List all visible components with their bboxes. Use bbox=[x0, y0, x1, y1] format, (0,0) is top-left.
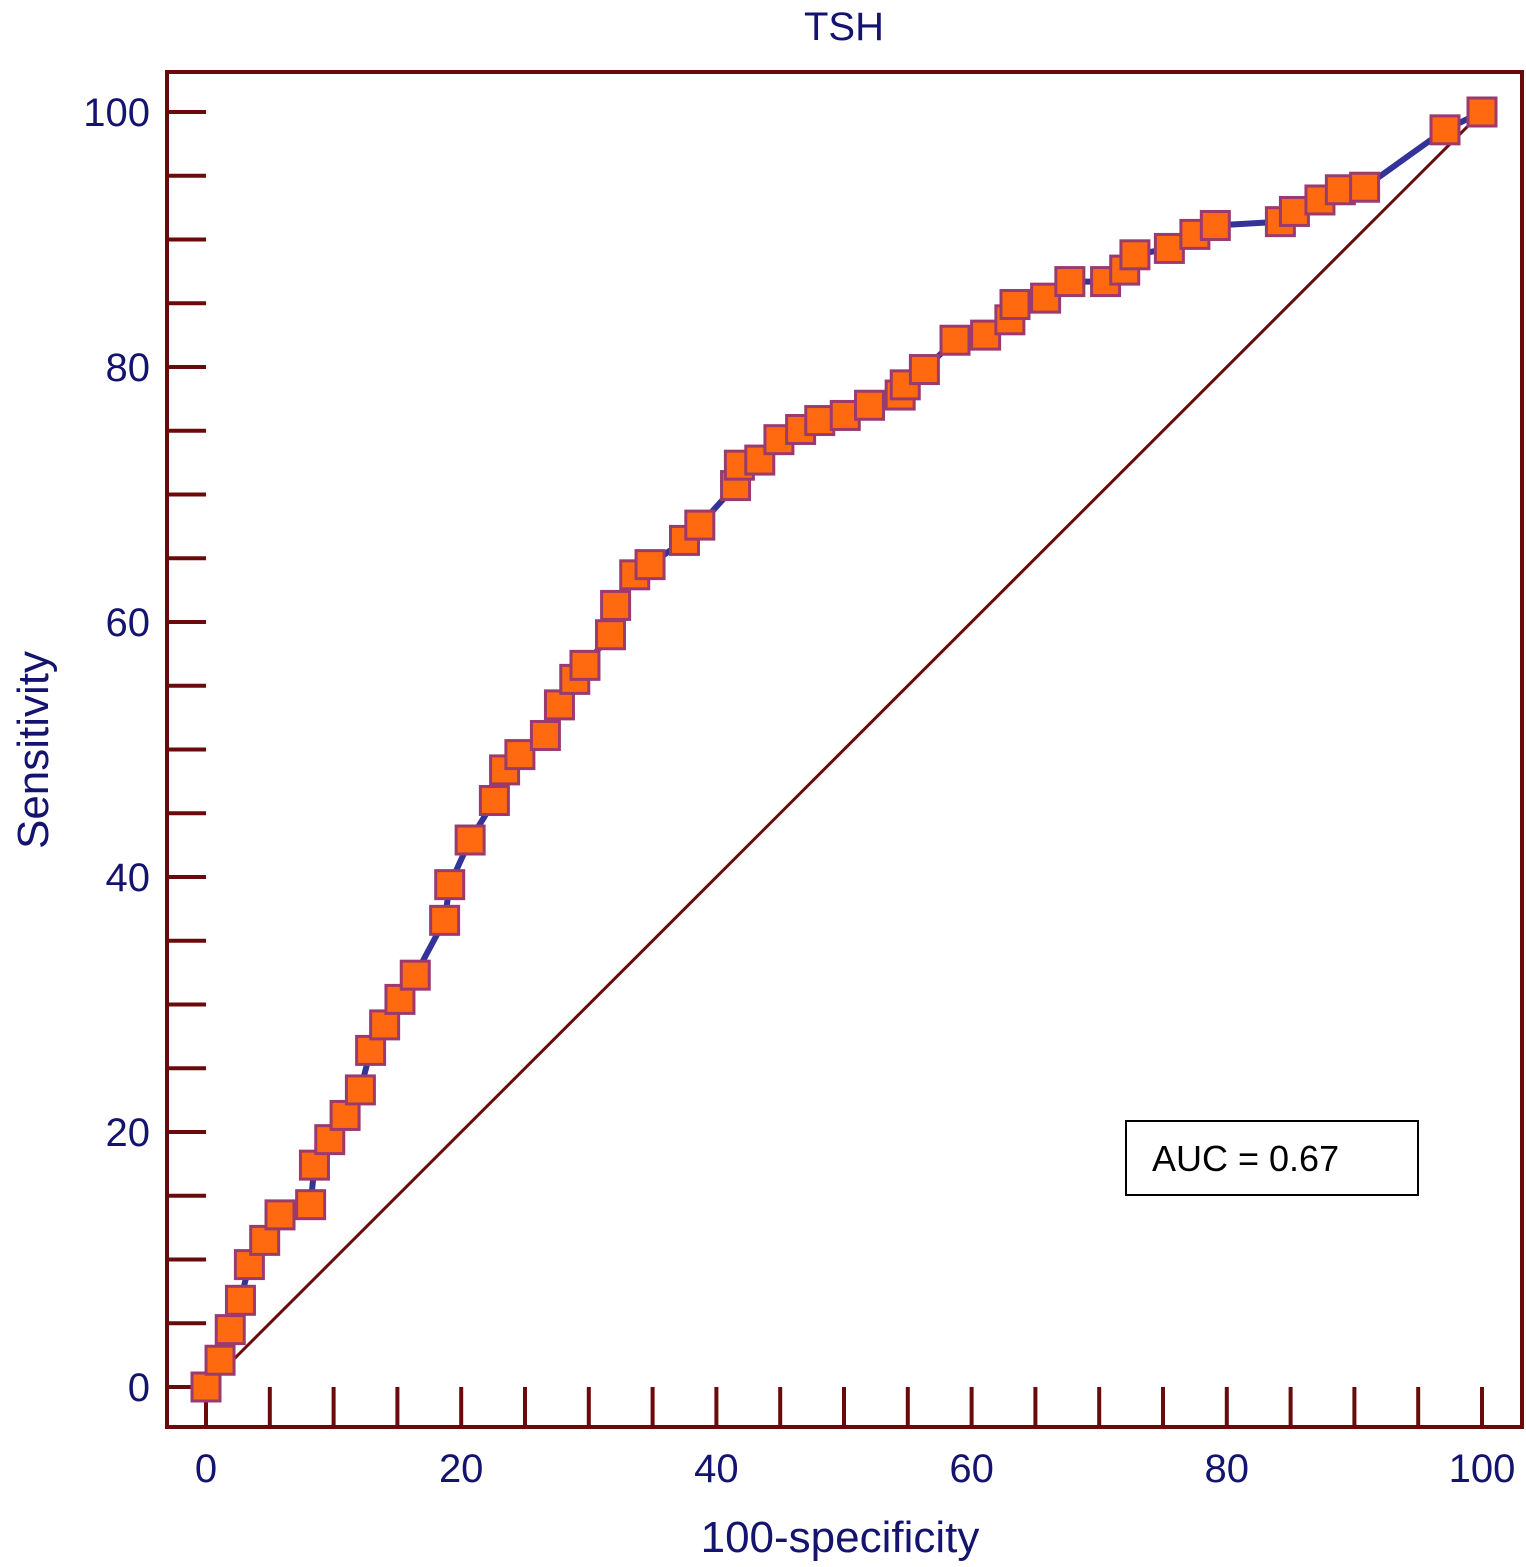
roc-point-marker bbox=[569, 649, 601, 681]
x-tick-label: 80 bbox=[1205, 1447, 1250, 1491]
roc-point-marker bbox=[594, 619, 626, 651]
auc-box bbox=[1125, 1120, 1419, 1196]
x-tick-label: 100 bbox=[1449, 1447, 1516, 1491]
roc-point-marker bbox=[543, 689, 575, 721]
roc-point-marker bbox=[600, 589, 632, 621]
roc-point-marker bbox=[829, 399, 861, 431]
roc-point-marker bbox=[249, 1224, 281, 1256]
roc-point-marker bbox=[295, 1189, 327, 1221]
chart-title: TSH bbox=[804, 5, 884, 49]
roc-point-marker bbox=[224, 1284, 256, 1316]
roc-point-marker bbox=[999, 289, 1031, 321]
roc-point-marker bbox=[939, 324, 971, 356]
x-tick-label: 0 bbox=[195, 1447, 217, 1491]
y-tick-label: 60 bbox=[106, 601, 151, 645]
y-tick-label: 40 bbox=[106, 856, 151, 900]
roc-point-marker bbox=[908, 354, 940, 386]
roc-point-marker bbox=[504, 739, 536, 771]
roc-point-marker bbox=[1278, 195, 1310, 227]
roc-point-marker bbox=[634, 549, 666, 581]
roc-point-marker bbox=[1429, 114, 1461, 146]
x-tick-label: 60 bbox=[949, 1447, 994, 1491]
roc-point-marker bbox=[369, 1009, 401, 1041]
roc-point-marker bbox=[298, 1149, 330, 1181]
x-tick-label: 40 bbox=[694, 1447, 739, 1491]
roc-point-marker bbox=[1349, 171, 1381, 203]
roc-point-marker bbox=[214, 1314, 246, 1346]
roc-point-marker bbox=[478, 785, 510, 816]
roc-point-marker bbox=[434, 869, 466, 901]
x-axis-title: 100-specificity bbox=[701, 1513, 980, 1562]
roc-point-marker bbox=[329, 1099, 361, 1131]
y-tick-label: 80 bbox=[106, 346, 151, 390]
roc-point-marker bbox=[684, 509, 716, 541]
roc-point-marker bbox=[204, 1344, 236, 1376]
roc-point-marker bbox=[854, 389, 886, 421]
roc-point-marker bbox=[399, 959, 431, 991]
reference-diagonal-line bbox=[204, 110, 1484, 1389]
roc-point-marker bbox=[804, 405, 836, 437]
roc-point-marker bbox=[190, 1371, 222, 1403]
roc-point-marker bbox=[454, 824, 486, 856]
auc-annotation: AUC = 0.67 bbox=[1125, 1120, 1419, 1196]
roc-point-marker bbox=[529, 719, 561, 751]
y-axis-title: Sensitivity bbox=[9, 651, 58, 849]
auc-label: AUC = 0.67 bbox=[1152, 1138, 1339, 1179]
roc-point-marker bbox=[344, 1074, 376, 1106]
roc-point-marker bbox=[1054, 266, 1086, 298]
y-tick-label: 0 bbox=[128, 1366, 150, 1410]
roc-point-marker bbox=[1466, 96, 1498, 128]
y-tick-label: 100 bbox=[83, 91, 150, 135]
roc-point-marker bbox=[1153, 232, 1185, 264]
roc-point-marker bbox=[1199, 209, 1231, 241]
roc-point-marker bbox=[264, 1199, 296, 1231]
roc-point-marker bbox=[429, 904, 461, 936]
x-tick-label: 20 bbox=[439, 1447, 484, 1491]
y-tick-label: 20 bbox=[106, 1111, 151, 1155]
roc-point-marker bbox=[355, 1034, 387, 1066]
roc-point-marker bbox=[1119, 239, 1151, 271]
